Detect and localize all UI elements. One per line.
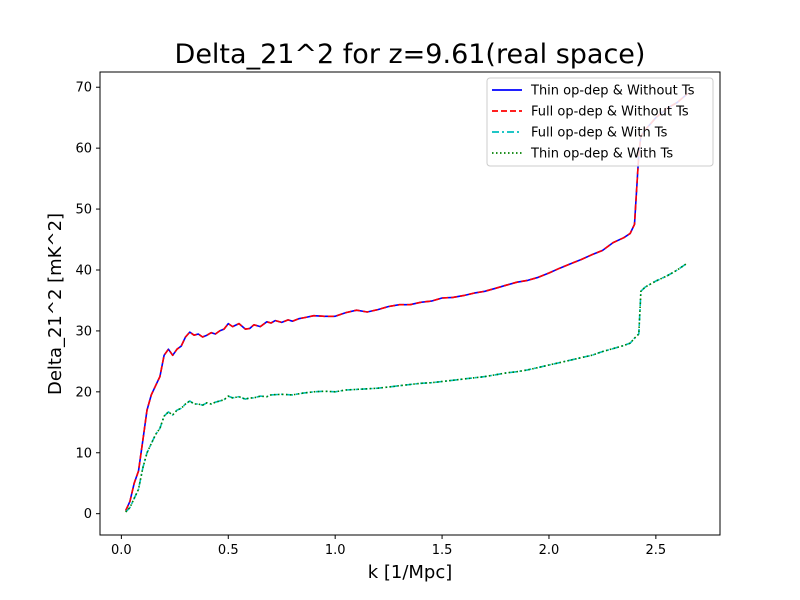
x-tick-label: 1.0 [325, 543, 346, 558]
series-line-2 [124, 92, 689, 511]
y-tick-label: 40 [75, 263, 92, 278]
y-tick-label: 10 [75, 446, 92, 461]
x-tick-label: 2.0 [539, 543, 560, 558]
y-tick-label: 20 [75, 385, 92, 400]
x-tick-label: 0.5 [218, 543, 239, 558]
x-tick-label: 1.5 [432, 543, 453, 558]
series-layer [124, 92, 689, 513]
y-tick-label: 60 [75, 142, 92, 157]
y-tick-label: 30 [75, 324, 92, 339]
legend-label-1: Thin op-dep & Without Ts [530, 84, 695, 99]
legend-label-4: Thin op-dep & With Ts [530, 147, 673, 162]
series-line-4 [125, 262, 689, 513]
y-axis-label: Delta_21^2 [mK^2] [45, 213, 66, 395]
x-tick-label: 2.5 [646, 543, 667, 558]
x-axis-ticks: 0.0 0.5 1.0 1.5 2.0 2.5 [111, 535, 666, 558]
y-tick-label: 0 [84, 507, 92, 522]
y-tick-label: 50 [75, 203, 92, 218]
y-axis-ticks: 0 10 20 30 40 50 60 70 [75, 81, 100, 522]
y-tick-label: 70 [75, 81, 92, 96]
legend-label-3: Full op-dep & With Ts [531, 126, 668, 141]
legend-items: Thin op-dep & Without Ts Full op-dep & Wi… [492, 84, 695, 162]
legend-box [486, 77, 714, 167]
legend: Thin op-dep & Without Ts Full op-dep & Wi… [486, 77, 714, 167]
chart-title: Delta_21^2 for z=9.61(real space) [175, 39, 646, 70]
x-tick-label: 0.0 [111, 543, 132, 558]
x-axis-label: k [1/Mpc] [368, 562, 453, 583]
legend-label-2: Full op-dep & Without Ts [531, 105, 689, 120]
